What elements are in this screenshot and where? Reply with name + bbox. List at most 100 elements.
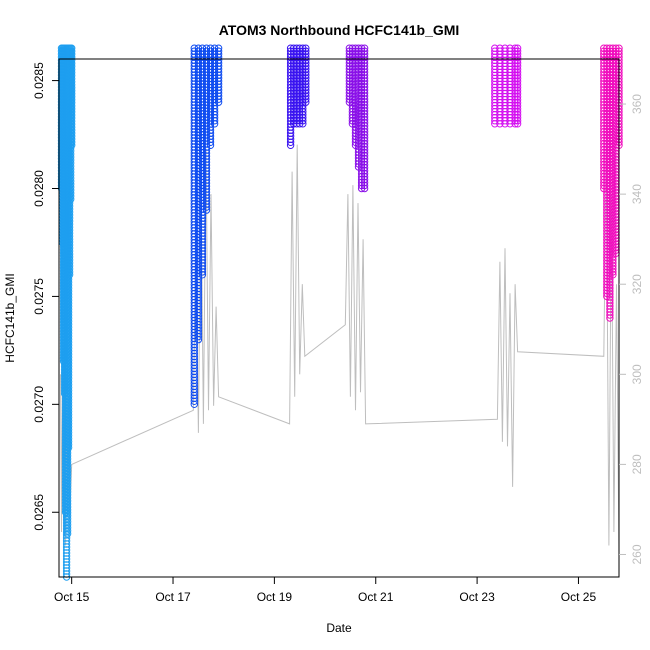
data-point <box>609 268 617 276</box>
data-point <box>210 120 219 128</box>
data-point <box>609 271 617 279</box>
data-point <box>214 95 223 103</box>
data-point <box>206 141 215 150</box>
data-point <box>65 199 74 208</box>
data-point <box>360 131 369 139</box>
secondary-line-layer <box>60 144 620 555</box>
data-point <box>65 196 74 205</box>
data-point <box>190 230 199 238</box>
x-tick-label: Oct 17 <box>155 590 191 604</box>
y2-tick-label: 340 <box>630 184 644 204</box>
data-point <box>360 92 369 100</box>
y-tick-label: 0.0280 <box>32 170 46 207</box>
data-point <box>360 53 369 61</box>
data-point <box>360 184 369 193</box>
x-tick-label: Oct 19 <box>257 590 293 604</box>
data-point <box>286 141 295 150</box>
data-point <box>65 148 74 157</box>
x-axis: Oct 15 Oct 17 Oct 19 Oct 21 Oct 23 Oct 25 <box>54 577 596 604</box>
data-point <box>65 151 74 160</box>
data-point <box>65 247 74 255</box>
data-point <box>606 311 614 319</box>
x-tick-label: Oct 25 <box>561 590 597 604</box>
data-point <box>513 120 522 128</box>
data-point <box>513 117 522 125</box>
data-point <box>67 195 75 204</box>
data-point <box>68 138 76 147</box>
data-point <box>67 192 75 201</box>
y2-axis: 260 280 300 320 340 360 <box>619 94 644 564</box>
series-cluster <box>345 44 369 193</box>
data-point <box>198 166 207 175</box>
data-point <box>360 50 369 58</box>
y-tick-label: 0.0265 <box>32 494 46 531</box>
y2-tick-label: 320 <box>630 274 644 294</box>
x-tick-label: Oct 23 <box>459 590 495 604</box>
data-point <box>302 98 310 106</box>
data-point <box>214 98 223 106</box>
data-point <box>65 232 74 240</box>
data-point <box>65 235 74 243</box>
y-tick-label: 0.0275 <box>32 278 46 315</box>
y-tick-label: 0.0285 <box>32 62 46 99</box>
data-point <box>190 227 199 235</box>
series-layer <box>57 44 623 581</box>
data-point <box>360 95 369 103</box>
data-point <box>194 335 203 344</box>
data-point <box>198 235 207 243</box>
chart-title: ATOM3 Northbound HCFC141b_GMI <box>219 22 460 38</box>
y-axis: 0.0265 0.0270 0.0275 0.0280 0.0285 <box>32 62 59 531</box>
x-tick-label: Oct 15 <box>54 590 90 604</box>
data-point <box>64 443 73 452</box>
x-axis-label: Date <box>326 621 352 635</box>
data-point <box>360 71 369 79</box>
data-point <box>606 314 614 322</box>
series-cluster <box>190 44 223 408</box>
data-point <box>190 400 199 408</box>
data-point <box>198 196 207 205</box>
data-point <box>64 440 73 449</box>
y-axis-label: HCFC141b_GMI <box>3 273 17 362</box>
data-point <box>194 332 203 341</box>
series-cluster <box>57 44 76 581</box>
series-cluster <box>286 44 310 150</box>
data-point <box>202 116 211 124</box>
data-point <box>360 110 369 118</box>
data-point <box>286 138 295 147</box>
data-point <box>198 250 207 258</box>
data-point <box>65 166 74 175</box>
data-point <box>198 268 207 276</box>
data-point <box>210 117 219 125</box>
data-point <box>302 95 310 103</box>
data-point <box>198 232 207 240</box>
data-point <box>65 250 74 258</box>
plot-frame <box>58 58 620 578</box>
data-point <box>206 138 215 147</box>
data-point <box>63 530 72 538</box>
data-point <box>360 172 369 181</box>
data-point <box>202 206 211 214</box>
y-tick-label: 0.0270 <box>32 386 46 423</box>
data-point <box>360 181 369 190</box>
data-point <box>68 141 76 150</box>
data-point <box>360 134 369 142</box>
data-point <box>198 247 207 255</box>
data-point <box>198 199 207 208</box>
data-point <box>63 527 72 535</box>
y2-tick-label: 300 <box>630 364 644 384</box>
data-point <box>299 120 307 128</box>
y2-tick-label: 260 <box>630 544 644 564</box>
data-point <box>202 203 211 211</box>
data-point <box>190 397 199 405</box>
data-point <box>198 163 207 172</box>
series-cluster <box>491 44 522 128</box>
data-point <box>299 117 307 125</box>
data-point <box>360 169 369 178</box>
secondary-series-line <box>60 144 620 555</box>
data-point <box>360 113 369 121</box>
x-tick-label: Oct 21 <box>358 590 394 604</box>
y2-tick-label: 360 <box>630 94 644 114</box>
data-point <box>198 271 207 279</box>
data-point <box>65 271 74 279</box>
